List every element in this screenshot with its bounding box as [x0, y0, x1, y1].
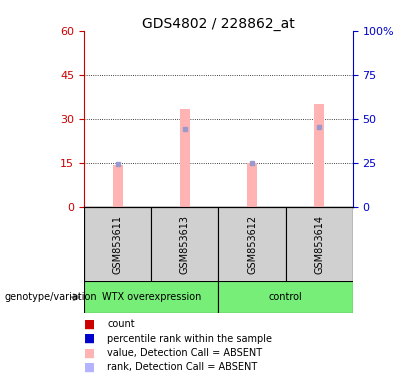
- Text: GSM853611: GSM853611: [113, 215, 123, 274]
- Bar: [151, 207, 218, 282]
- Text: rank, Detection Call = ABSENT: rank, Detection Call = ABSENT: [107, 362, 257, 372]
- Text: count: count: [107, 319, 135, 329]
- Bar: [218, 207, 286, 282]
- Text: value, Detection Call = ABSENT: value, Detection Call = ABSENT: [107, 348, 262, 358]
- Text: ■: ■: [84, 332, 95, 345]
- Bar: [180, 109, 190, 207]
- Text: GDS4802 / 228862_at: GDS4802 / 228862_at: [142, 17, 295, 31]
- Bar: [84, 281, 218, 313]
- Text: ■: ■: [84, 318, 95, 331]
- Bar: [84, 207, 151, 282]
- Bar: [113, 165, 123, 207]
- Text: GSM853612: GSM853612: [247, 215, 257, 274]
- Text: percentile rank within the sample: percentile rank within the sample: [107, 334, 272, 344]
- Text: ■: ■: [84, 346, 95, 359]
- Bar: [314, 104, 324, 207]
- Text: genotype/variation: genotype/variation: [4, 292, 97, 302]
- Text: GSM853614: GSM853614: [314, 215, 324, 274]
- Bar: [247, 163, 257, 207]
- Text: control: control: [269, 292, 302, 302]
- Bar: [218, 281, 353, 313]
- Bar: [286, 207, 353, 282]
- Text: WTX overexpression: WTX overexpression: [102, 292, 201, 302]
- Text: ■: ■: [84, 361, 95, 374]
- Text: GSM853613: GSM853613: [180, 215, 190, 274]
